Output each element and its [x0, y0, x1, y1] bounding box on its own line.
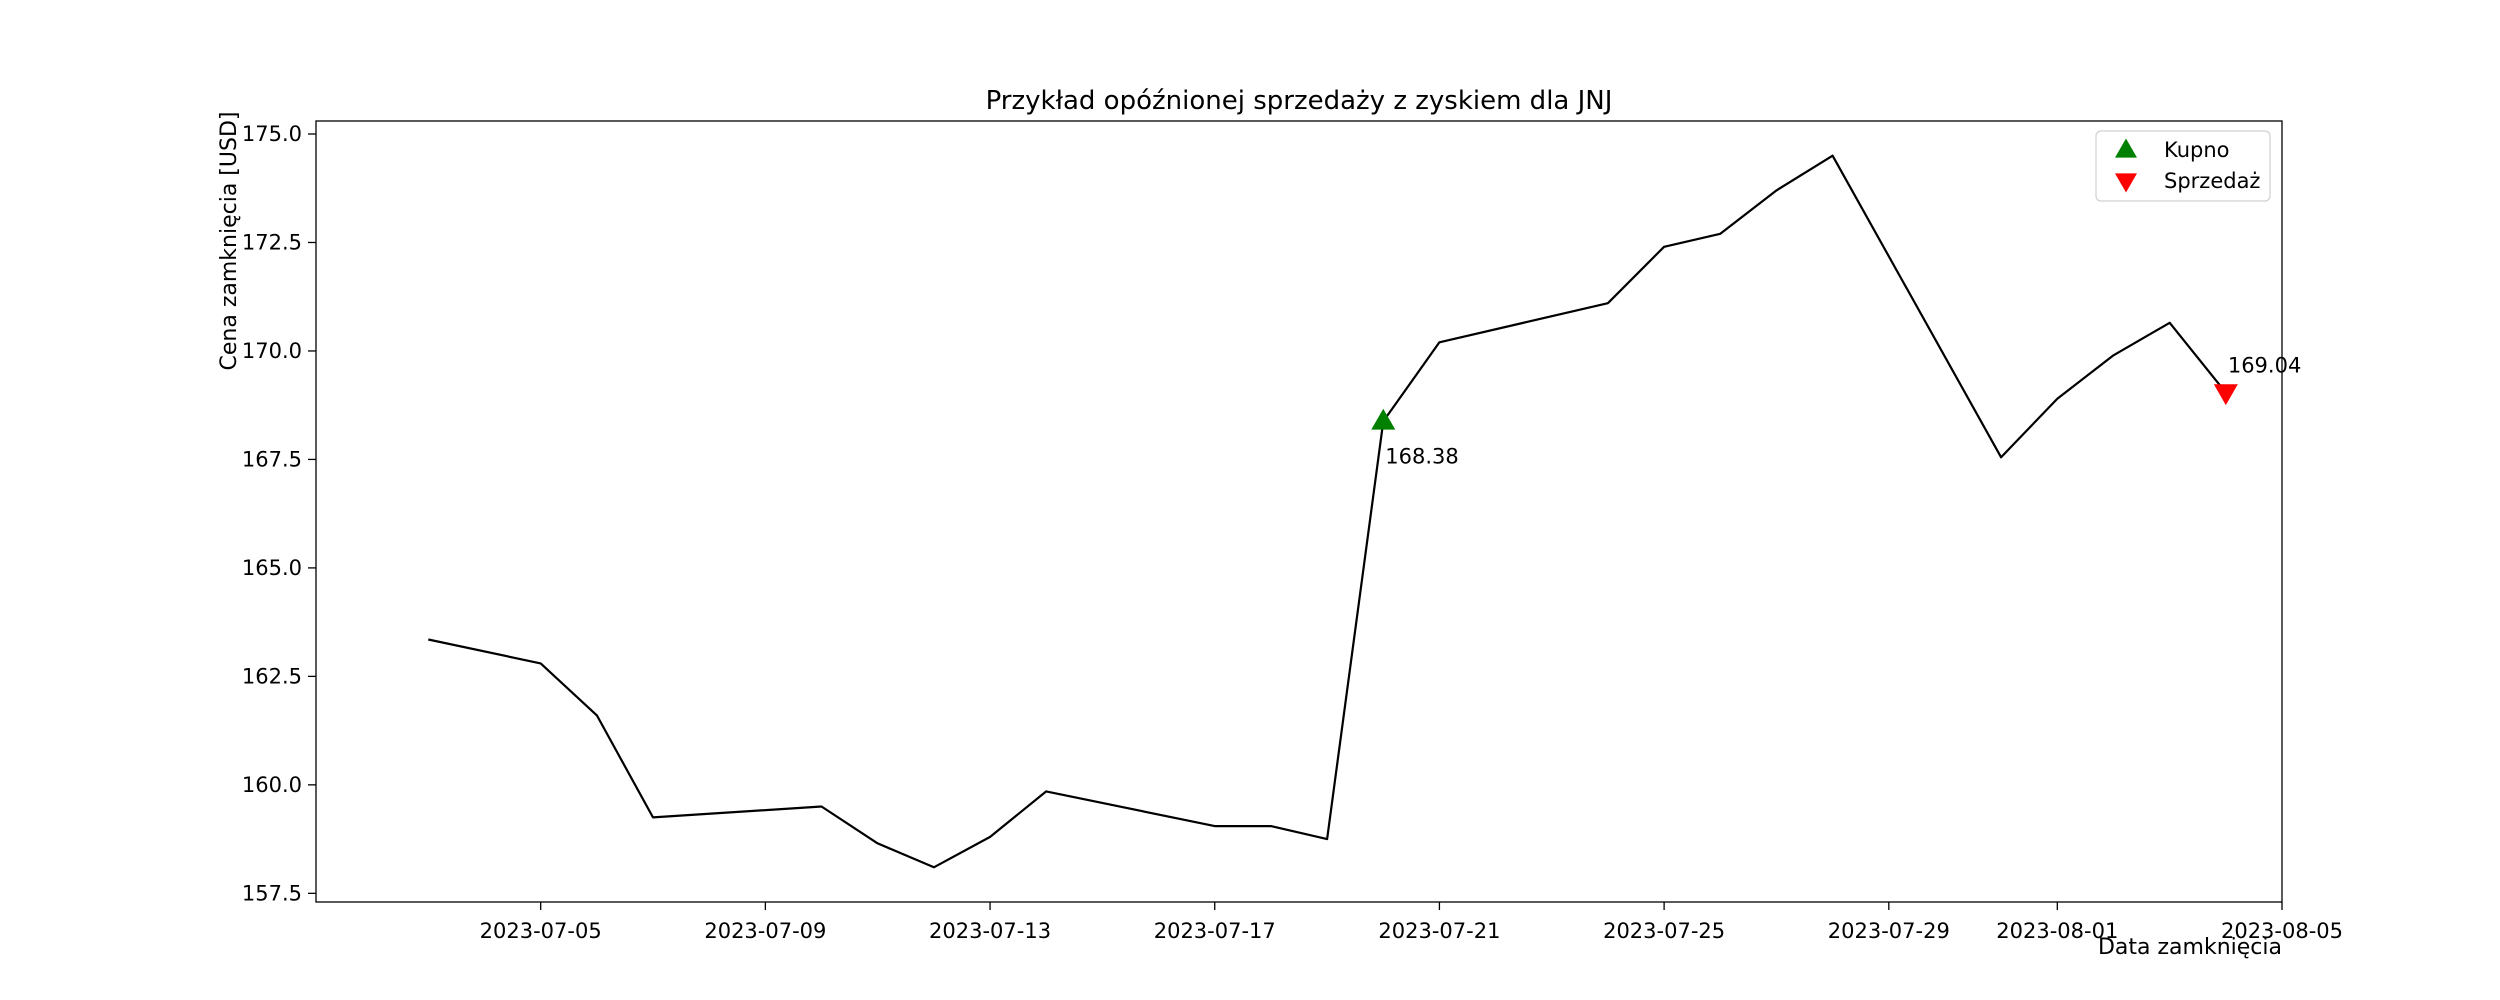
x-tick-label: 2023-07-25	[1603, 919, 1725, 943]
legend-buy-icon	[2115, 138, 2137, 158]
plot-frame	[315, 120, 2283, 903]
marker-layer: 168.38 169.04	[1371, 354, 2301, 468]
x-axis-label: Data zamknięcia	[2098, 935, 2282, 960]
price-line	[428, 154, 2227, 869]
y-tick-label: 175.0	[242, 122, 302, 146]
x-tick-label: 2023-07-17	[1154, 919, 1276, 943]
legend-box	[2095, 130, 2271, 202]
legend-sell-label: Sprzedaż	[2164, 169, 2260, 193]
y-tick-label: 165.0	[242, 556, 302, 580]
axis-ticks: 2023-07-05 2023-07-09 2023-07-13 2023-07-17…	[242, 122, 2343, 943]
y-axis-label: Cena zamknięcia [USD]	[217, 112, 242, 371]
y-tick-label: 162.5	[242, 664, 302, 688]
buy-marker	[1371, 408, 1396, 430]
sell-marker	[2213, 384, 2238, 406]
y-tick-label: 172.5	[242, 230, 302, 254]
legend: Kupno Sprzedaż	[2095, 130, 2271, 202]
x-tick-label: 2023-07-05	[480, 919, 602, 943]
y-tick-label: 167.5	[242, 447, 302, 471]
x-tick-label: 2023-07-21	[1378, 919, 1500, 943]
series-layer	[428, 154, 2227, 869]
x-tick-label: 2023-08-05	[2221, 919, 2343, 943]
x-tick-label: 2023-07-13	[929, 919, 1051, 943]
sell-price-label: 169.04	[2228, 354, 2301, 378]
x-tick-label: 2023-07-09	[704, 919, 826, 943]
x-tick-label: 2023-07-29	[1828, 919, 1950, 943]
legend-sell-icon	[2115, 173, 2137, 193]
x-tick-label: 2023-08-01	[1996, 919, 2118, 943]
legend-buy-label: Kupno	[2164, 138, 2230, 162]
y-tick-label: 160.0	[242, 773, 302, 797]
chart-title: Przykład opóźnionej sprzedaży z zyskiem …	[986, 86, 1613, 116]
buy-price-label: 168.38	[1385, 444, 1458, 468]
y-tick-label: 170.0	[242, 339, 302, 363]
y-tick-label: 157.5	[242, 881, 302, 905]
